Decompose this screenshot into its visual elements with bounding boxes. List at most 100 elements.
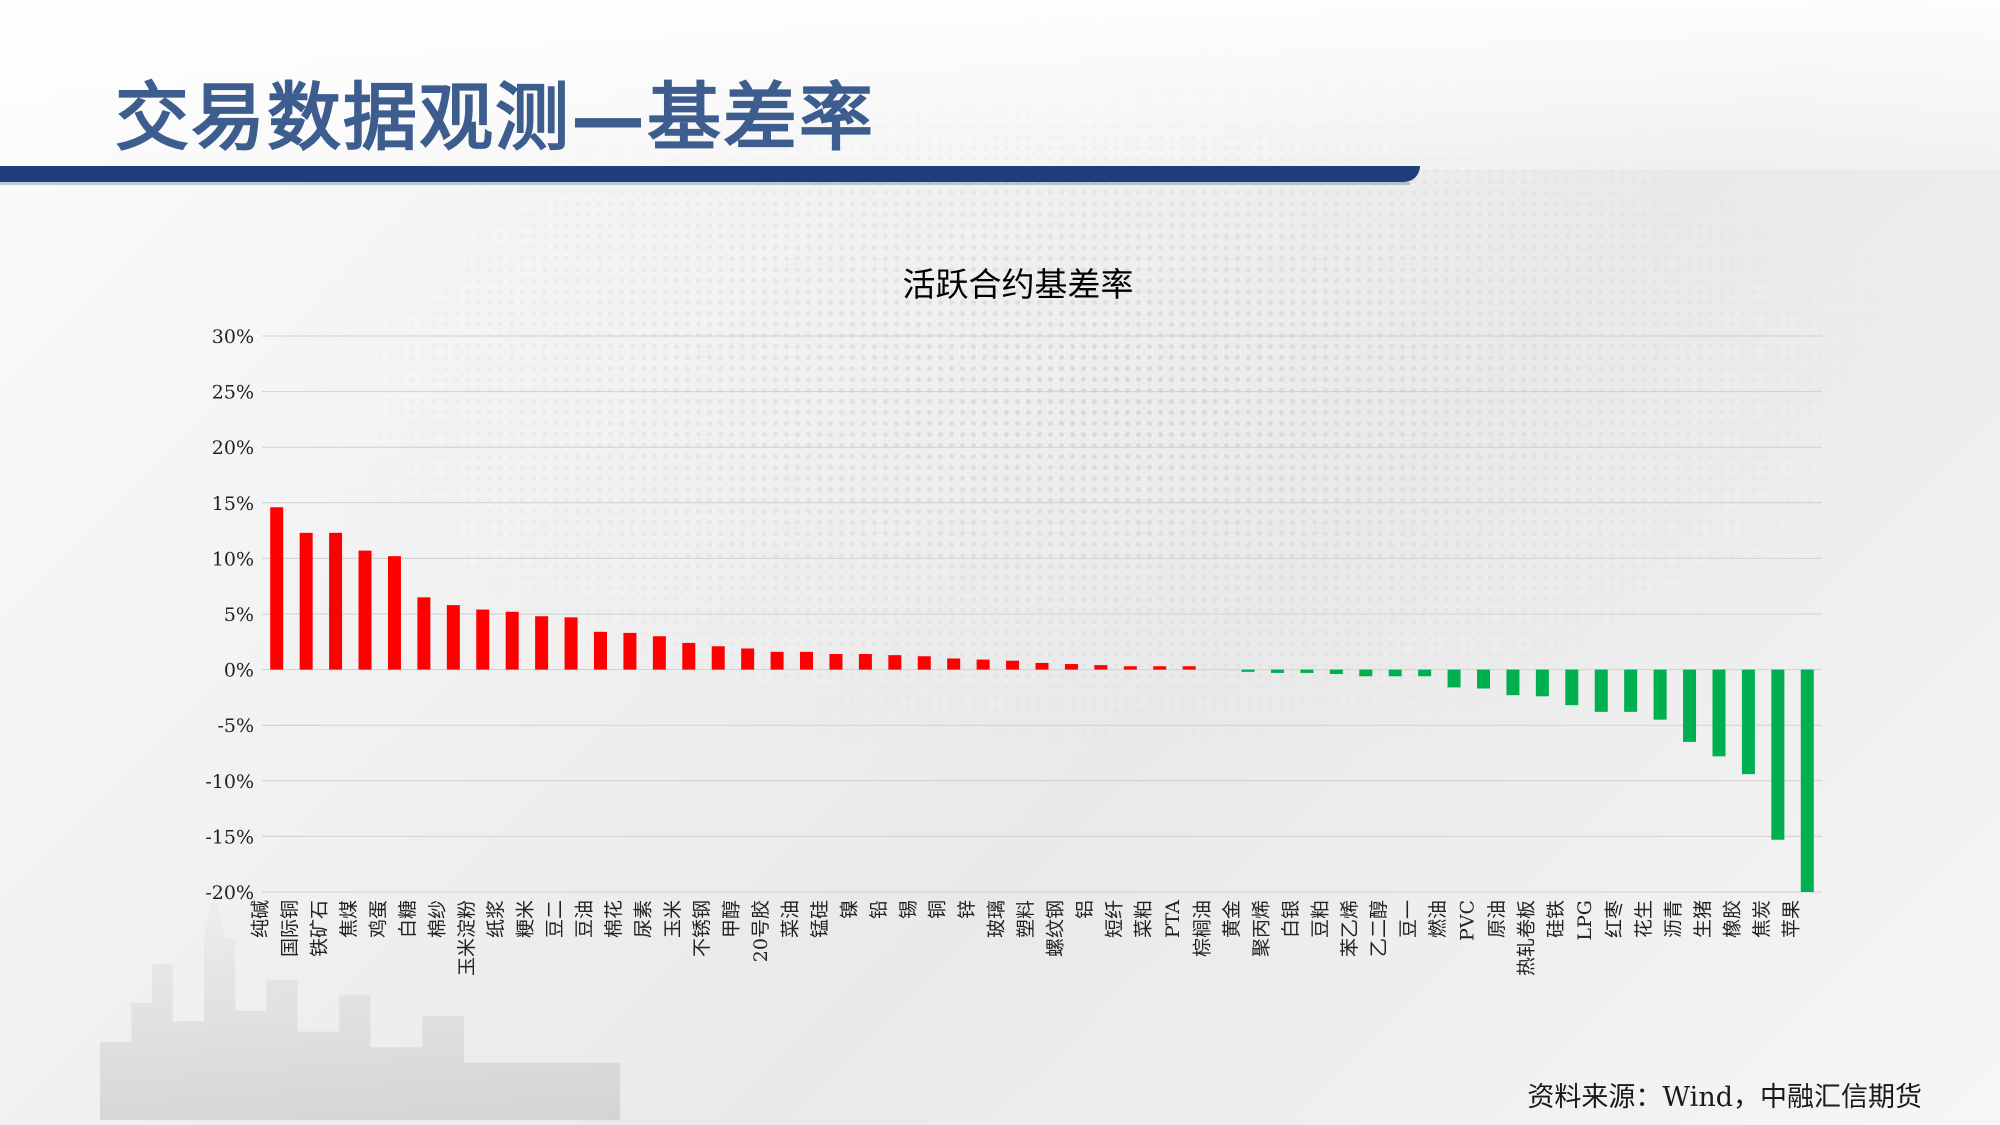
x-tick-label: 铜: [927, 900, 949, 919]
x-tick-label: 豆油: [573, 900, 595, 938]
bar: [1270, 669, 1284, 673]
x-tick-label: 热轧卷板: [1515, 900, 1537, 976]
bar: [1712, 669, 1726, 757]
bar: [917, 656, 931, 670]
x-tick-label: 豆粕: [1309, 900, 1331, 938]
y-tick-label: -15%: [205, 826, 254, 848]
bar: [417, 597, 431, 670]
y-tick-label: -10%: [205, 771, 254, 793]
x-tick-label: 菜粕: [1133, 900, 1155, 938]
bar: [1477, 669, 1491, 689]
x-tick-label: 锌: [956, 900, 978, 919]
x-tick-label: 花生: [1633, 900, 1655, 938]
x-axis-labels: 纯碱 国际铜 铁矿石 焦煤 鸡蛋 白糖 棉纱 玉米淀粉 纸浆 粳米 豆二 豆油 棉花 尿素 玉米 不锈钢 甲醇 2…: [250, 900, 1803, 976]
bar: [1506, 669, 1520, 696]
bar: [976, 659, 990, 670]
x-tick-label: 沥青: [1663, 900, 1685, 938]
chart-bars: [270, 507, 1814, 892]
bar: [446, 605, 460, 670]
y-tick-label: -20%: [205, 882, 254, 904]
bar: [535, 616, 549, 670]
bar: [270, 507, 284, 670]
y-tick-label: 20%: [212, 437, 254, 459]
bar: [1300, 669, 1314, 673]
bar: [682, 642, 696, 670]
bar: [1624, 669, 1638, 712]
x-tick-label: 棕榈油: [1192, 900, 1214, 957]
bar: [1006, 660, 1020, 670]
x-tick-label: 聚丙烯: [1250, 900, 1272, 957]
y-tick-label: 5%: [224, 604, 254, 626]
bar: [593, 631, 607, 670]
x-tick-label: 鸡蛋: [367, 900, 389, 938]
y-axis-ticks: 30% 25% 20% 15% 10% 5% 0% -5% -10% -15% -20%: [205, 326, 254, 904]
bar: [564, 617, 578, 670]
x-tick-label: 纸浆: [485, 900, 507, 938]
x-tick-label: 甲醇: [721, 900, 743, 938]
x-tick-label: 燃油: [1427, 900, 1449, 938]
bar: [1153, 666, 1167, 670]
bar: [1653, 669, 1667, 720]
x-tick-label: 铅: [868, 900, 890, 919]
x-tick-label: 棉花: [603, 900, 625, 938]
x-tick-label: 玻璃: [986, 900, 1008, 938]
x-tick-label: 豆二: [544, 900, 566, 938]
x-tick-label: 乙二醇: [1368, 900, 1390, 957]
x-tick-label: 苹果: [1780, 900, 1802, 938]
bar: [829, 654, 843, 670]
bar: [741, 648, 755, 670]
header-band: [0, 0, 2000, 170]
x-tick-label: 铝: [1074, 900, 1096, 919]
x-tick-label: 铁矿石: [309, 900, 331, 957]
y-tick-label: 25%: [212, 382, 254, 404]
x-tick-label: 镍: [838, 900, 860, 919]
bar: [711, 646, 725, 670]
x-tick-label: 红枣: [1604, 900, 1626, 938]
x-tick-label: 螺纹钢: [1044, 900, 1066, 957]
bar: [329, 532, 343, 670]
x-tick-label: 硅铁: [1545, 900, 1567, 938]
x-tick-label: 锡: [897, 900, 919, 919]
x-tick-label: 玉米淀粉: [456, 900, 478, 976]
bar: [1035, 662, 1049, 670]
x-tick-label: PTA: [1162, 900, 1184, 938]
bar: [1741, 669, 1755, 775]
x-tick-label: 棉纱: [426, 900, 448, 938]
title-underline-shadow: [0, 182, 1410, 185]
bar: [1565, 669, 1579, 706]
y-tick-label: 0%: [224, 660, 254, 682]
bar: [1418, 669, 1432, 677]
x-tick-label: 玉米: [662, 900, 684, 938]
chart-title: 活跃合约基差率: [903, 265, 1134, 304]
bar: [358, 550, 372, 670]
source-note: 资料来源：Wind，中融汇信期货: [1527, 1082, 1922, 1113]
x-tick-label: 苯乙烯: [1339, 900, 1361, 957]
bar: [858, 654, 872, 670]
y-tick-label: -5%: [217, 715, 254, 737]
bar: [1123, 666, 1137, 670]
y-tick-label: 30%: [212, 326, 254, 348]
bar: [505, 611, 519, 670]
bar: [1683, 669, 1697, 742]
bar: [888, 655, 902, 670]
x-tick-label: 粳米: [515, 900, 537, 938]
bar: [1388, 669, 1402, 677]
y-tick-label: 15%: [212, 493, 254, 515]
x-tick-label: 短纤: [1103, 900, 1125, 938]
x-tick-label: 锰硅: [809, 900, 831, 938]
x-tick-label: 纯碱: [250, 900, 272, 938]
bar: [1800, 669, 1814, 892]
x-tick-label: 不锈钢: [691, 900, 713, 957]
x-tick-label: 塑料: [1015, 900, 1037, 938]
x-tick-label: 豆一: [1398, 900, 1420, 938]
bar: [623, 632, 637, 670]
chart-gridlines: [262, 335, 1822, 893]
x-tick-label: 国际铜: [279, 900, 301, 957]
bar: [1447, 669, 1461, 688]
bar: [1535, 669, 1549, 697]
x-tick-label: 原油: [1486, 900, 1508, 938]
bar: [1241, 669, 1255, 672]
bar: [1594, 669, 1608, 712]
page-title: 交易数据观测—基差率: [115, 75, 875, 161]
